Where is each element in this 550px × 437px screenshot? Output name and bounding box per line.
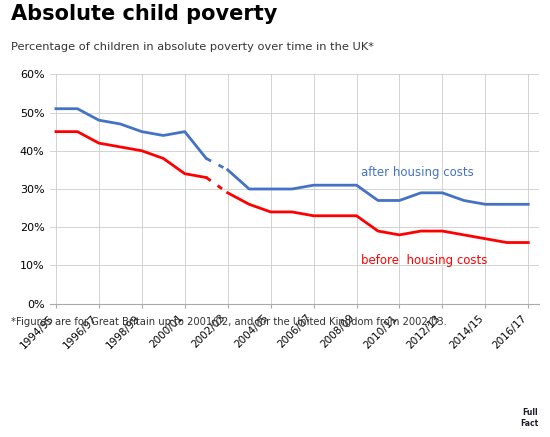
Text: Source:: Source: [14, 406, 62, 416]
Text: Percentage of children in absolute poverty over time in the UK*: Percentage of children in absolute pover… [11, 42, 374, 52]
Text: *Figures are for Great Britain up to 2001/02, and for the United Kingdom from 20: *Figures are for Great Britain up to 200… [11, 317, 447, 327]
Text: Absolute child poverty: Absolute child poverty [11, 4, 277, 24]
Text: before  housing costs: before housing costs [361, 253, 487, 267]
Polygon shape [492, 387, 550, 434]
Text: after housing costs: after housing costs [361, 166, 474, 179]
Text: Full
Fact: Full Fact [520, 408, 539, 427]
Text: DWP, Households Below Average Income 2016/17, Table 4a: DWP, Households Below Average Income 201… [58, 406, 393, 416]
